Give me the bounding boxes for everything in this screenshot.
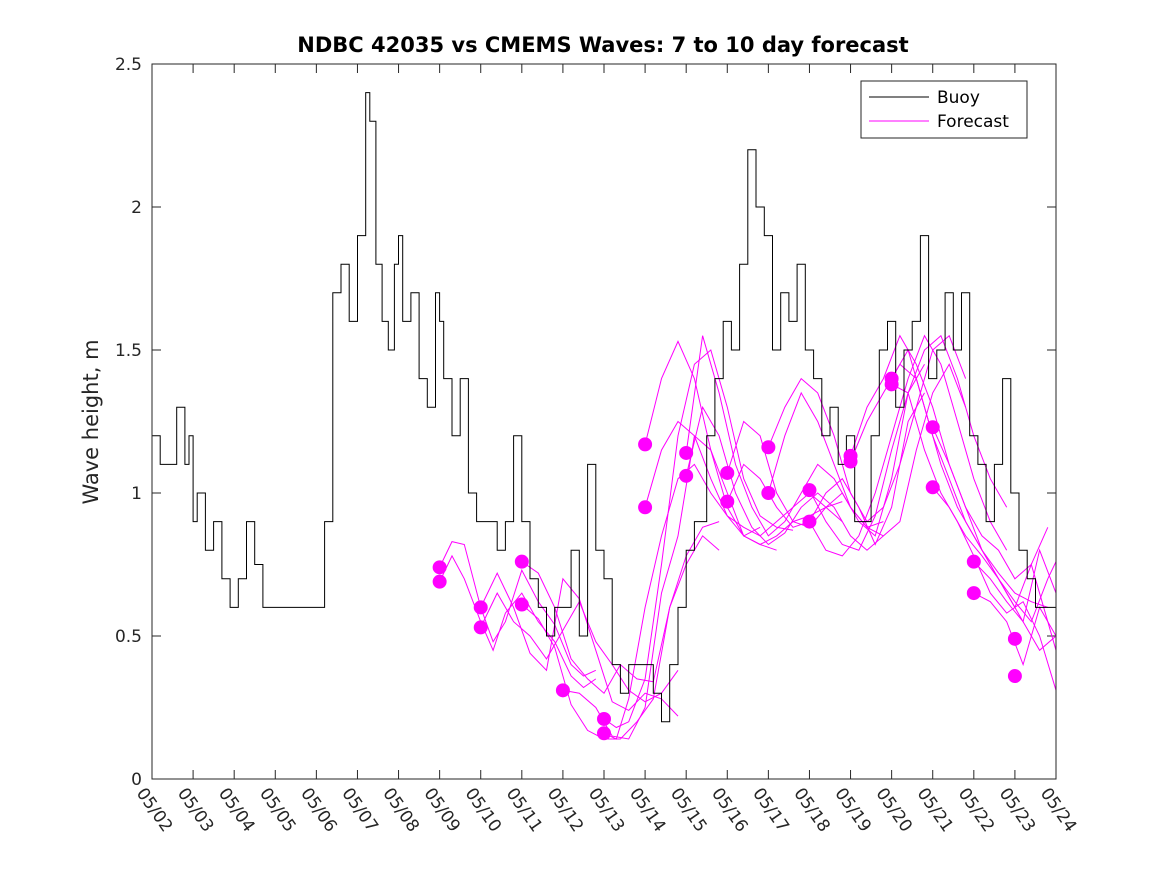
y-tick-label: 1: [131, 484, 142, 504]
forecast-start-point: [925, 420, 940, 435]
y-axis-label: Wave height, m: [79, 339, 103, 504]
y-axis-ticks: 0 0.5 1 1.5 2 2.5: [115, 55, 1056, 790]
axes-box: [151, 63, 1057, 780]
forecast-start-point: [638, 500, 653, 515]
buoy-line: [152, 92, 1057, 723]
forecast-start-point: [473, 620, 488, 635]
forecast-start-point: [761, 486, 776, 500]
forecast-start-point: [1007, 669, 1022, 684]
legend-box: [860, 80, 1028, 139]
forecast-run-line: [726, 364, 925, 537]
y-tick-label: 2.5: [115, 55, 142, 75]
forecast-start-point: [761, 440, 776, 455]
y-tick-label: 1.5: [115, 341, 142, 361]
forecast-run-line: [685, 405, 884, 551]
forecast-run-line: [726, 392, 925, 546]
forecast-start-point: [555, 683, 570, 698]
forecast-run-line: [973, 548, 1057, 623]
forecast-start-point: [679, 445, 694, 460]
forecast-start-point: [802, 514, 817, 529]
forecast-start-point: [720, 494, 735, 509]
plot-area: [152, 64, 1056, 779]
forecast-start-point: [432, 574, 447, 589]
y-tick-label: 0.5: [115, 627, 142, 647]
forecast-run-line: [891, 348, 1057, 652]
forecast-start-point: [884, 377, 899, 392]
forecast-start-point: [802, 483, 817, 498]
forecast-start-point: [679, 468, 694, 483]
forecast-start-point: [1007, 631, 1022, 646]
chart-title: NDBC 42035 vs CMEMS Waves: 7 to 10 day f…: [297, 33, 908, 57]
forecast-start-point: [843, 454, 858, 469]
forecast-run-line: [562, 434, 761, 740]
forecast-run-line: [767, 363, 967, 537]
forecast-start-point: [966, 586, 981, 601]
forecast-run-line: [439, 554, 597, 689]
forecast-run-line: [809, 334, 1008, 557]
forecast-start-point: [720, 465, 735, 480]
forecast-start-point: [473, 600, 488, 615]
forecast-run-line: [603, 349, 794, 729]
forecast-run-line: [850, 363, 1048, 608]
forecast-start-point: [597, 711, 611, 726]
forecast-start-point: [514, 554, 529, 569]
forecast-run-line: [439, 541, 597, 677]
forecast-run-line: [932, 486, 1057, 623]
legend-buoy-label: Buoy: [937, 88, 980, 108]
forecast-start-point: [432, 560, 447, 575]
series-layer: [152, 92, 1057, 741]
forecast-start-point: [638, 437, 653, 452]
legend-forecast-label: Forecast: [937, 112, 1009, 132]
forecast-start-point: [597, 726, 611, 741]
forecast-start-point: [966, 554, 981, 569]
forecast-start-point: [925, 480, 940, 495]
y-tick-label: 0: [131, 770, 142, 790]
y-tick-label: 2: [131, 198, 142, 218]
legend: Buoy Forecast: [860, 80, 1028, 139]
forecast-start-point: [514, 597, 529, 612]
